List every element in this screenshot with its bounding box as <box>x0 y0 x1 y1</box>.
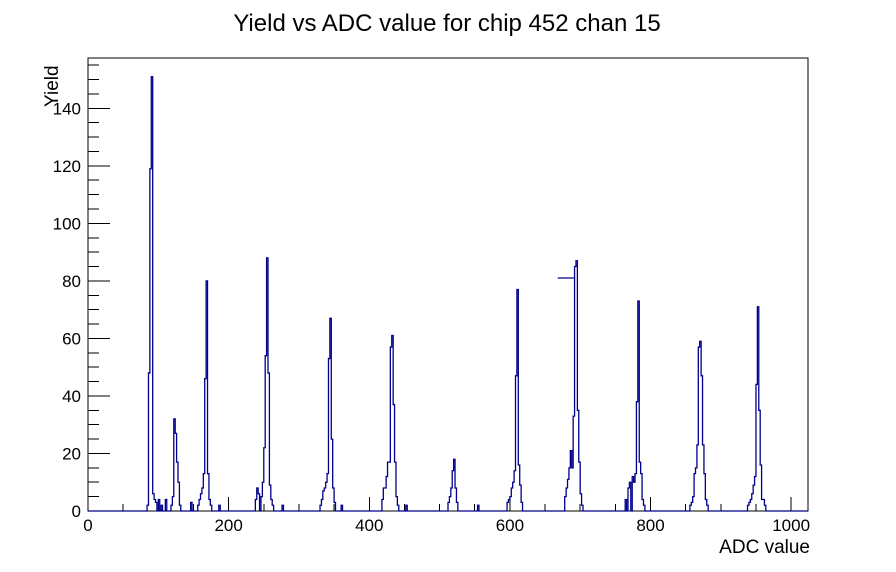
x-tick-label: 0 <box>83 516 92 535</box>
histogram-series <box>88 76 808 512</box>
y-tick-label: 20 <box>62 444 81 463</box>
x-tick-label: 800 <box>636 516 664 535</box>
tick-labels: 0 200 400 600 800 1000 0 20 40 60 80 100 120 140 <box>53 99 810 535</box>
y-tick-label: 80 <box>62 272 81 291</box>
x-axis-title: ADC value <box>719 537 810 558</box>
y-axis-title: Yield <box>42 65 63 107</box>
yield-histogram-line <box>88 76 808 512</box>
x-tick-label: 600 <box>496 516 524 535</box>
y-tick-label: 60 <box>62 329 81 348</box>
y-tick-label: 140 <box>53 99 81 118</box>
y-tick-label: 120 <box>53 157 81 176</box>
y-tick-label: 0 <box>72 502 81 521</box>
chart-title: Yield vs ADC value for chip 452 chan 15 <box>233 10 660 37</box>
axis-ticks <box>87 64 792 512</box>
y-tick-label: 40 <box>62 387 81 406</box>
x-tick-label: 400 <box>355 516 383 535</box>
x-tick-label: 200 <box>214 516 242 535</box>
plot-frame <box>87 57 809 512</box>
x-tick-label: 1000 <box>772 516 810 535</box>
frame-border <box>87 57 809 512</box>
y-tick-label: 100 <box>53 214 81 233</box>
